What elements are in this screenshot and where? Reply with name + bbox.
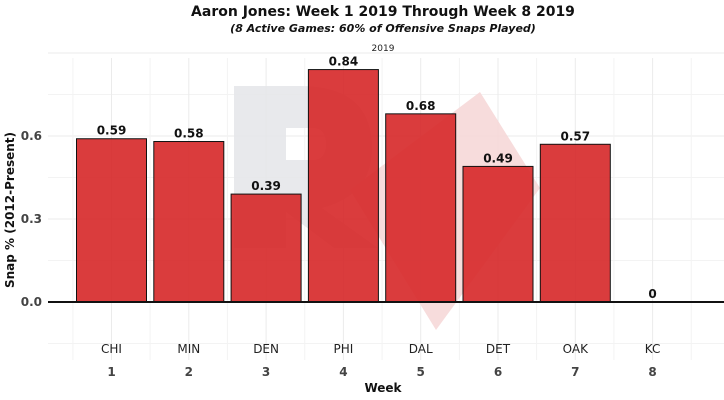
data-label: 0.59: [97, 124, 127, 138]
opponent-label: OAK: [563, 342, 589, 356]
bars-group: [48, 69, 724, 303]
data-label: 0.49: [483, 151, 513, 165]
y-tick-label: 0.3: [21, 212, 42, 226]
x-tick-label: 2: [185, 365, 193, 379]
chart-subtitle: (8 Active Games: 60% of Offensive Snaps …: [230, 22, 536, 35]
y-ticks-group: 0.0 0.3 0.6: [21, 129, 42, 309]
bar-week-7: [539, 143, 611, 303]
data-label: 0.39: [251, 179, 281, 193]
opponent-label: PHI: [333, 342, 353, 356]
opponent-label: DEN: [253, 342, 279, 356]
opponent-label: MIN: [177, 342, 200, 356]
data-label: 0.84: [329, 55, 359, 69]
data-label: 0: [648, 287, 656, 301]
opponent-label: DET: [486, 342, 511, 356]
opponent-label: DAL: [409, 342, 433, 356]
bar-week-4: [307, 69, 379, 303]
y-axis-label: Snap % (2012-Present): [3, 132, 17, 288]
bar-week-1: [76, 138, 147, 303]
data-label: 0.68: [406, 99, 436, 113]
data-label: 0.57: [560, 129, 590, 143]
chart-title: Aaron Jones: Week 1 2019 Through Week 8 …: [191, 4, 575, 20]
opponent-label: CHI: [101, 342, 122, 356]
bar-week-5: [385, 113, 457, 303]
bar-week-2: [153, 141, 225, 303]
facet-label: 2019: [372, 44, 395, 54]
x-tick-label: 4: [339, 365, 347, 379]
x-tick-label: 7: [571, 365, 579, 379]
x-ticks-group: CHI 1 MIN 2 DEN 3 PHI 4 DAL 5 DET 6 OAK 7 KC 8: [101, 342, 660, 379]
bar-week-3: [230, 193, 302, 303]
data-label: 0.58: [174, 127, 204, 141]
value-labels-group: 0.59 0.58 0.39 0.84 0.68 0.49 0.57 0: [97, 55, 657, 301]
y-tick-label: 0.0: [21, 295, 42, 309]
bar-week-6: [462, 165, 534, 303]
x-tick-label: 6: [494, 365, 502, 379]
y-tick-label: 0.6: [21, 129, 42, 143]
opponent-label: KC: [645, 342, 661, 356]
x-tick-label: 8: [648, 365, 656, 379]
x-axis-label: Week: [364, 381, 402, 395]
x-tick-label: 1: [107, 365, 115, 379]
x-tick-label: 5: [417, 365, 425, 379]
x-tick-label: 3: [262, 365, 270, 379]
